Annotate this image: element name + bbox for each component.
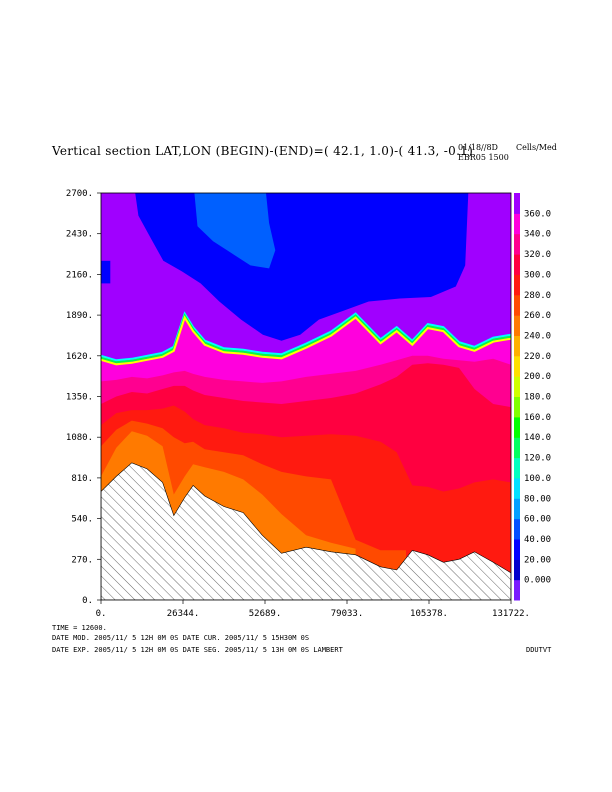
y-tick-label: 2160. [66,270,93,280]
colorbar-segment [514,559,520,581]
footer-tag: DDUTVT [526,646,552,654]
x-tick-label: 79033. [331,609,364,619]
colorbar-label: 120.0 [524,454,551,464]
y-tick-label: 1080. [66,433,93,443]
x-tick-label: 131722. [492,609,530,619]
y-tick-label: 0. [82,596,93,606]
y-tick-label: 2430. [66,230,93,240]
layer-lightblue-zone [194,193,276,269]
colorbar-label: 0.000 [524,576,551,586]
colorbar-segment [514,274,520,296]
colorbar-label: 200.0 [524,372,551,382]
chart-title: Vertical section LAT,LON (BEGIN)-(END)=(… [52,144,474,158]
colorbar-label: 20.00 [524,555,551,565]
colorbar-label: 100.0 [524,474,551,484]
y-tick-label: 1620. [66,352,93,362]
colorbar-label: 220.0 [524,352,551,362]
colorbar-segment [514,396,520,418]
colorbar-segment [514,457,520,479]
date-line-2: DATE EXP. 2005/11/ 5 12H 0M 0S DATE SEG.… [52,646,343,654]
y-tick-label: 2700. [66,189,93,199]
colorbar-segment [514,294,520,316]
header-units: Cells/Med [516,143,557,152]
colorbar-segment [514,335,520,357]
y-tick-label: 270. [71,555,93,565]
x-tick-label: 105378. [410,609,448,619]
y-tick-label: 1350. [66,393,93,403]
date-line-1: DATE MOD. 2005/11/ 5 12H 0M 0S DATE CUR.… [52,634,310,642]
colorbar-segment [514,355,520,377]
colorbar-segment [514,193,520,214]
colorbar-label: 160.0 [524,413,551,423]
colorbar-label: 360.0 [524,209,551,219]
layer-left-blue [101,260,111,284]
x-axis: 0. 26344. 52689. 79033. 105378. 131722. [96,600,530,619]
time-label: TIME = 12600. [52,624,107,632]
colorbar-label: 340.0 [524,230,551,240]
transition-edge-0 [101,311,511,362]
colorbar-segment [514,579,520,601]
colorbar-label: 300.0 [524,270,551,280]
y-tick-label: 1890. [66,311,93,321]
y-tick-label: 810. [71,474,93,484]
colorbar-label: 40.00 [524,535,551,545]
colorbar-label: 60.00 [524,515,551,525]
colorbar-segment [514,254,520,275]
colorbar-segment [514,498,520,520]
transition-edge-1 [101,313,511,364]
colorbar-segment [514,233,520,255]
colorbar-label: 320.0 [524,250,551,260]
colorbar-segment [514,539,520,560]
header-source: EBR05 1500 [458,153,509,162]
transition-edge-2 [101,315,511,366]
x-tick-label: 0. [96,609,107,619]
colorbar: 0.000 20.00 40.00 60.00 80.00 100.0 120.0 140.0… [514,193,551,601]
colorbar-label: 180.0 [524,393,551,403]
colorbar-segment [514,518,520,540]
colorbar-segment [514,477,520,499]
colorbar-label: 80.00 [524,494,551,504]
colorbar-label: 280.0 [524,291,551,301]
colorbar-segment [514,315,520,336]
plot-area [101,193,511,600]
x-tick-label: 52689. [249,609,282,619]
x-tick-label: 26344. [167,609,200,619]
colorbar-segment [514,213,520,235]
colorbar-segment [514,416,520,438]
terrain-hatch [101,462,511,600]
y-tick-label: 540. [71,515,93,525]
colorbar-label: 140.0 [524,433,551,443]
colorbar-segment [514,376,520,397]
colorbar-segment [514,437,520,459]
y-axis: 0. 270. 540. 810. 1080. 1350. 1620. 1890. 2160. 2… [66,189,101,606]
colorbar-label: 240.0 [524,331,551,341]
colorbar-label: 260.0 [524,311,551,321]
header-date: 01/18//8D [458,143,498,152]
